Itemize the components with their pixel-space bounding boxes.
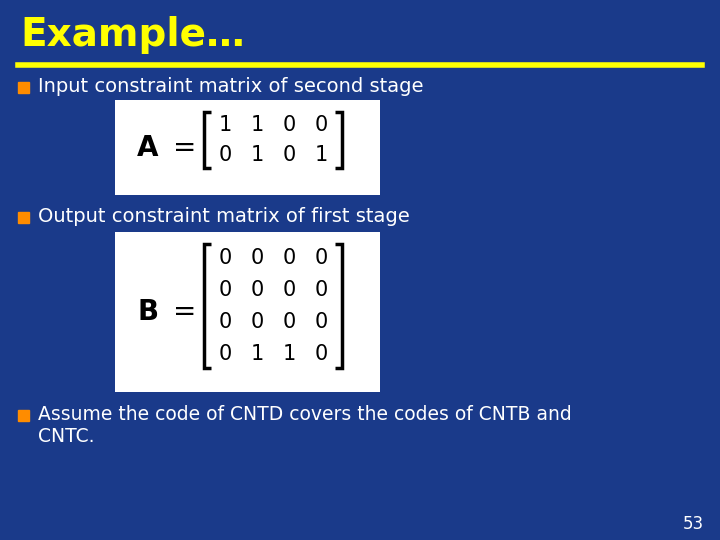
Text: 0: 0 — [282, 145, 296, 165]
Text: 0: 0 — [282, 248, 296, 268]
Text: =: = — [174, 134, 197, 162]
Text: 1: 1 — [218, 115, 232, 135]
Text: Output constraint matrix of first stage: Output constraint matrix of first stage — [38, 207, 410, 226]
Text: 0: 0 — [282, 280, 296, 300]
Bar — [18, 212, 29, 222]
Text: 1: 1 — [282, 344, 296, 364]
Text: 0: 0 — [218, 344, 232, 364]
Text: =: = — [174, 298, 197, 326]
Text: 1: 1 — [251, 115, 264, 135]
Text: 1: 1 — [315, 145, 328, 165]
Text: 0: 0 — [251, 280, 264, 300]
Text: 0: 0 — [218, 145, 232, 165]
Text: 0: 0 — [315, 344, 328, 364]
Text: Input constraint matrix of second stage: Input constraint matrix of second stage — [38, 78, 423, 97]
Text: 0: 0 — [315, 280, 328, 300]
Text: 0: 0 — [218, 248, 232, 268]
Text: 0: 0 — [315, 248, 328, 268]
Text: Example…: Example… — [20, 16, 245, 54]
Text: 0: 0 — [251, 248, 264, 268]
Text: 0: 0 — [282, 115, 296, 135]
Text: 0: 0 — [218, 280, 232, 300]
Text: 0: 0 — [315, 115, 328, 135]
Text: 1: 1 — [251, 145, 264, 165]
Text: B: B — [138, 298, 158, 326]
Text: 0: 0 — [218, 312, 232, 332]
Text: 53: 53 — [683, 515, 704, 533]
Text: A: A — [138, 134, 158, 162]
Text: Assume the code of CNTD covers the codes of CNTB and: Assume the code of CNTD covers the codes… — [38, 406, 572, 424]
Text: CNTC.: CNTC. — [38, 427, 94, 446]
Bar — [18, 82, 29, 92]
Text: 0: 0 — [315, 312, 328, 332]
Text: 0: 0 — [282, 312, 296, 332]
Text: 1: 1 — [251, 344, 264, 364]
FancyBboxPatch shape — [115, 232, 380, 392]
Text: 0: 0 — [251, 312, 264, 332]
Bar — [18, 409, 29, 421]
FancyBboxPatch shape — [115, 100, 380, 195]
